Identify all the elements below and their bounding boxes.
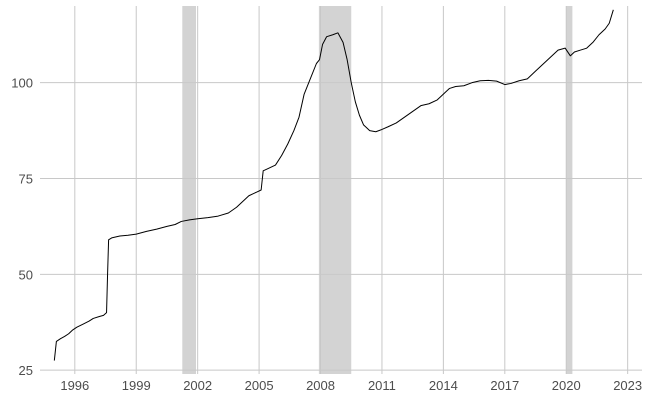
- x-tick-label: 2020: [552, 378, 581, 393]
- y-tick-label: 25: [19, 363, 33, 378]
- shaded-period: [566, 6, 573, 374]
- x-tick-label: 2002: [183, 378, 212, 393]
- x-tick-label: 2008: [306, 378, 335, 393]
- series-layer: [53, 9, 614, 361]
- gridlines: [40, 6, 642, 374]
- x-tick-label: 2005: [245, 378, 274, 393]
- x-tick-label: 1999: [122, 378, 151, 393]
- x-tick-label: 2017: [490, 378, 519, 393]
- y-axis-tick-labels: 25 50 75 100: [11, 76, 33, 378]
- x-tick-label: 2014: [429, 378, 458, 393]
- x-tick-label: 2011: [368, 378, 396, 393]
- shaded-periods: [182, 6, 573, 374]
- series-line: [53, 9, 614, 361]
- x-axis-tick-labels: 1996 1999 2002 2005 2008 2011 2014 2017 2020 2023: [60, 378, 642, 393]
- shaded-period: [182, 6, 197, 374]
- x-tick-label: 1996: [60, 378, 89, 393]
- x-tick-label: 2023: [613, 378, 642, 393]
- y-tick-label: 75: [19, 172, 33, 187]
- y-tick-label: 100: [11, 76, 33, 91]
- shaded-period: [318, 6, 352, 374]
- y-tick-label: 50: [19, 267, 33, 282]
